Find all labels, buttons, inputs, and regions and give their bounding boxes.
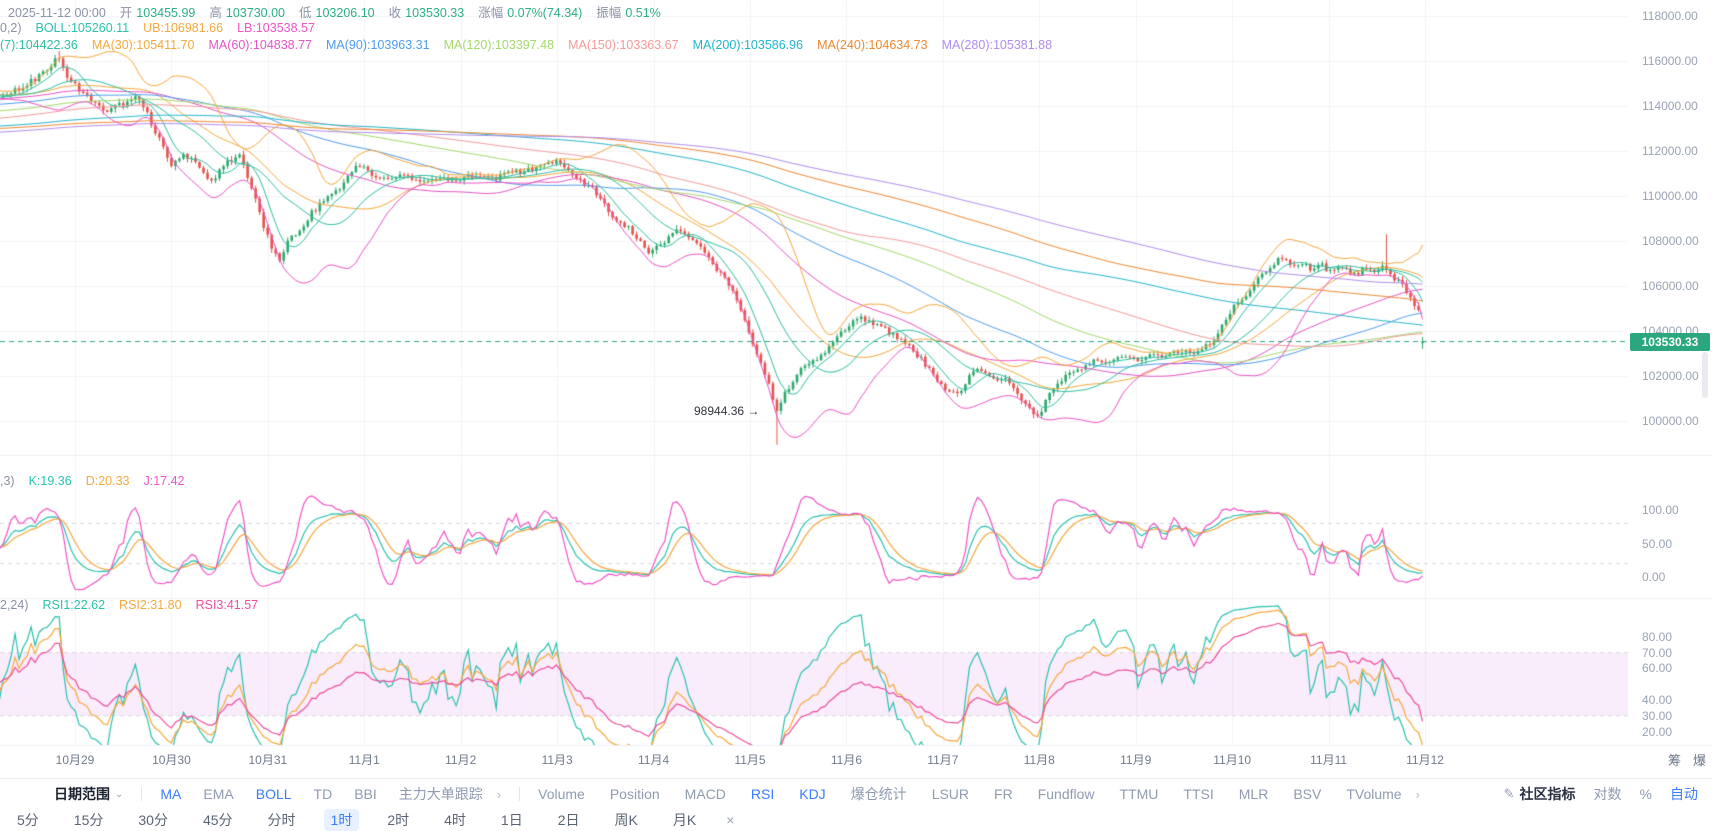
indicator-tab-position[interactable]: Position xyxy=(609,786,660,802)
date-range-label: 日期范围 xyxy=(54,786,110,802)
indicator-tab-kdj[interactable]: KDJ xyxy=(799,786,826,802)
edit-icon: ✎ xyxy=(1503,786,1515,801)
indicator-tab-bsv[interactable]: BSV xyxy=(1293,786,1322,802)
indicator-tab-tvolume[interactable]: TVolume xyxy=(1346,786,1402,802)
price-chart-canvas[interactable] xyxy=(0,0,1712,778)
chart-settings: ✎ 社区指标 对数% 自动 xyxy=(1504,779,1698,809)
timeframe-1w[interactable]: 周K xyxy=(614,812,638,828)
chart-area: 2025-11-12 00:00 开 103455.99 高 103730.00 低 103… xyxy=(0,0,1712,778)
indicator-tab-rsi[interactable]: RSI xyxy=(750,786,775,802)
indicator-tab-volume[interactable]: Volume xyxy=(538,786,585,802)
timeframe-4h[interactable]: 4时 xyxy=(444,812,466,828)
overlay-tab-ma[interactable]: MA xyxy=(160,786,182,802)
indicator-tab-macd[interactable]: MACD xyxy=(684,786,726,802)
indicator-tab-fr[interactable]: FR xyxy=(994,786,1013,802)
last-price-badge: 103530.33 xyxy=(1630,332,1710,351)
setting-auto[interactable]: 自动 xyxy=(1670,786,1698,802)
indicator-tab-fundflow[interactable]: Fundflow xyxy=(1037,786,1095,802)
overlay-tab-ema[interactable]: EMA xyxy=(203,786,234,802)
side-tool-chips[interactable]: 筹 xyxy=(1667,753,1681,768)
side-tool-liquidation[interactable]: 爆 xyxy=(1692,753,1706,768)
timeframe-time-share[interactable]: 分时 xyxy=(267,812,296,828)
overlay-tabs: MA EMA BOLL TD BBI 主力大单跟踪 xyxy=(160,784,482,804)
timeframe-2h[interactable]: 2时 xyxy=(387,812,410,828)
chevron-down-icon: ⌄ xyxy=(115,788,124,800)
overlay-tab-td[interactable]: TD xyxy=(313,786,333,802)
last-price-value: 103530.33 xyxy=(1641,334,1699,349)
date-range-button[interactable]: 日期范围 ⌄ xyxy=(54,784,123,804)
indicator-tab-ttmu[interactable]: TTMU xyxy=(1119,786,1159,802)
indicator-tabs: Volume Position MACD RSI KDJ 爆仓统计 LSUR FR Fundfl… xyxy=(538,784,1401,804)
timeframe-1M[interactable]: 月K xyxy=(672,812,697,828)
timeframe-1h[interactable]: 1时 xyxy=(323,809,360,831)
indicator-tab-ttsi[interactable]: TTSI xyxy=(1183,786,1214,802)
community-indicators-label: 社区指标 xyxy=(1519,786,1576,802)
overlay-tab-bbi[interactable]: BBI xyxy=(354,786,377,802)
timeframe-toolbar: 5分 15分 30分 45分 分时 1时 2时 4时 1日 2日 周K 月K × xyxy=(0,809,1712,831)
indicator-tab-lsur[interactable]: LSUR xyxy=(931,786,970,802)
timeframe-30m[interactable]: 30分 xyxy=(138,812,168,828)
overlay-tab-main-order-tracking[interactable]: 主力大单跟踪 xyxy=(398,786,483,802)
close-icon[interactable]: × xyxy=(726,812,735,828)
axis-scroll-handle[interactable] xyxy=(1702,352,1708,398)
overlays-more-icon[interactable]: › xyxy=(496,786,502,802)
setting-log-scale[interactable]: 对数 xyxy=(1593,786,1622,802)
indicator-tab-mlr[interactable]: MLR xyxy=(1238,786,1269,802)
timeframe-15m[interactable]: 15分 xyxy=(73,812,104,828)
setting-community-indicators[interactable]: ✎ 社区指标 xyxy=(1504,784,1576,804)
overlay-tab-boll[interactable]: BOLL xyxy=(255,786,292,802)
timeframe-45m[interactable]: 45分 xyxy=(202,812,233,828)
divider xyxy=(141,787,143,801)
indicator-tab-liquidation-stats[interactable]: 爆仓统计 xyxy=(850,786,907,802)
setting-percent[interactable]: % xyxy=(1639,786,1652,802)
indicators-more-icon[interactable]: › xyxy=(1415,786,1420,802)
divider xyxy=(519,787,521,801)
side-tools: 筹爆 xyxy=(1668,750,1706,769)
timeframe-1d[interactable]: 1日 xyxy=(500,812,523,828)
timeframe-5m[interactable]: 5分 xyxy=(17,812,39,828)
indicator-toolbar: 日期范围 ⌄ MA EMA BOLL TD BBI 主力大单跟踪 › Volume Posi… xyxy=(0,778,1712,809)
timeframe-2d[interactable]: 2日 xyxy=(557,812,580,828)
